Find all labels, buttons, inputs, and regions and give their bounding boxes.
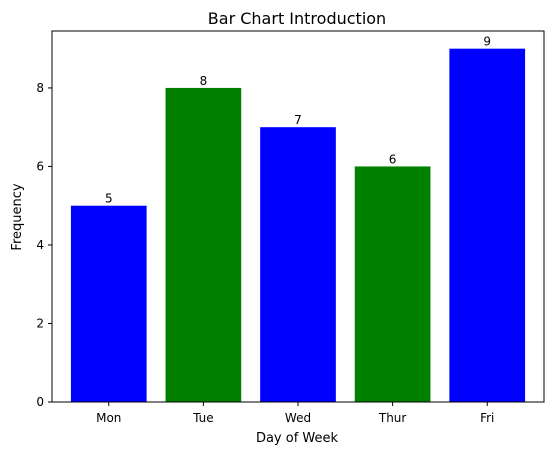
x-tick-label-thur: Thur [378, 411, 407, 425]
bars-layer [70, 48, 526, 403]
bar-wed [260, 127, 336, 403]
data-label-mon: 5 [105, 192, 113, 206]
data-label-thur: 6 [389, 152, 397, 166]
y-tick-label-0: 0 [36, 395, 44, 409]
bar-thur [354, 166, 431, 402]
chart-title: Bar Chart Introduction [208, 9, 386, 28]
y-tick-label-4: 4 [36, 238, 44, 252]
x-tick-label-tue: Tue [192, 411, 214, 425]
y-tick-label-8: 8 [36, 81, 44, 95]
y-axis-label: Frequency [10, 183, 25, 250]
data-labels-layer: 5 8 7 6 9 [105, 35, 491, 206]
data-label-fri: 9 [483, 35, 491, 49]
x-tick-label-wed: Wed [285, 411, 311, 425]
data-label-tue: 8 [200, 74, 208, 88]
y-tick-label-6: 6 [36, 159, 44, 173]
bar-tue [165, 87, 242, 402]
y-tick-label-2: 2 [36, 316, 44, 330]
bar-fri [449, 48, 526, 403]
data-label-wed: 7 [294, 113, 302, 127]
x-tick-label-mon: Mon [96, 411, 121, 425]
x-axis-label: Day of Week [256, 431, 339, 446]
bar-mon [70, 205, 147, 402]
x-axis: Mon Tue Wed Thur Fri [96, 402, 494, 425]
y-axis: 0 2 4 6 8 [36, 81, 52, 409]
x-tick-label-fri: Fri [480, 411, 494, 425]
